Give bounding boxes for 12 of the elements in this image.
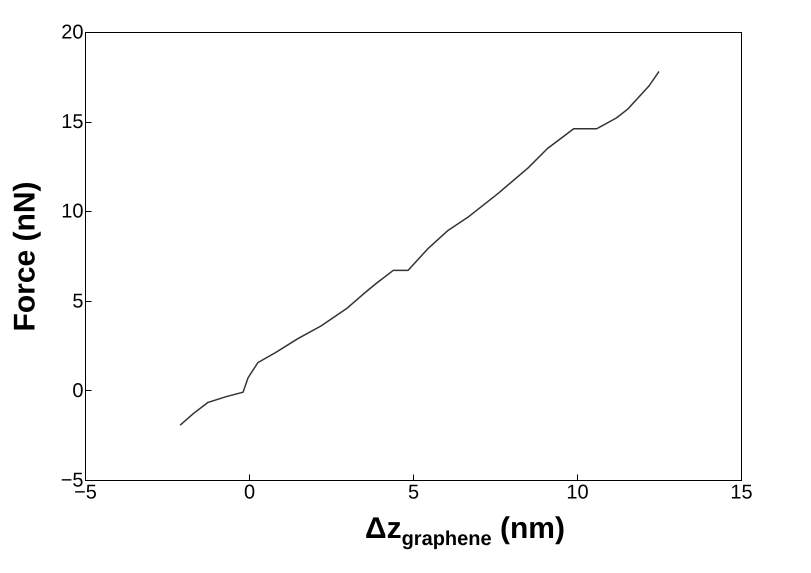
x-tick-label: 0: [244, 482, 256, 504]
y-tick-label: 15: [61, 111, 84, 134]
x-tick-label: 15: [730, 482, 753, 504]
x-tick-label: 5: [408, 482, 420, 504]
y-tick-label: 20: [61, 22, 84, 44]
y-tick-label: 10: [61, 200, 84, 223]
x-axis-title: Δz$_{graphene}$ (nm): [364, 512, 566, 551]
x-tick-label: 10: [566, 482, 589, 504]
line-series: [179, 70, 660, 426]
y-axis-title: Force (nN): [8, 182, 42, 332]
y-tick-label: 0: [72, 380, 84, 402]
y-tick-label: 5: [72, 290, 84, 312]
